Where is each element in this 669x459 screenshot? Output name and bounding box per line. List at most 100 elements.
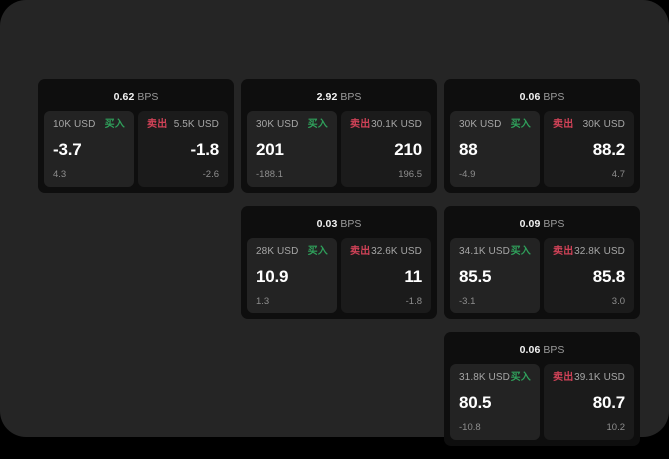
buy-price: 88 <box>459 140 478 159</box>
quote-card[interactable]: 0.09 BPS 34.1K USD 买入 85.5 -3.1 <box>444 205 640 319</box>
sell-action-label: 卖出 <box>553 372 574 383</box>
sell-panel-header: 卖出 32.6K USD <box>350 246 422 258</box>
buy-price: 10.9 <box>256 266 289 286</box>
buy-panel-header: 31.8K USD 买入 <box>459 372 531 384</box>
bps-unit-label: BPS <box>543 344 565 356</box>
buy-delta: 1.3 <box>256 295 270 307</box>
sell-delta: -2.6 <box>202 169 219 180</box>
buy-price: 85.5 <box>459 266 492 286</box>
buy-size-label: 34.1K USD <box>459 245 510 257</box>
bps-unit-label: BPS <box>340 217 362 230</box>
bps-value: 2.92 <box>316 91 338 103</box>
buy-delta: -4.9 <box>459 169 476 180</box>
card-sides: 30K USD 买入 201 -188.1 卖出 30.1K USD 210 <box>247 111 431 187</box>
sell-panel[interactable]: 卖出 39.1K USD 80.7 10.2 <box>544 364 634 440</box>
buy-action-label: 买入 <box>307 245 328 257</box>
buy-action-label: 买入 <box>510 245 531 257</box>
sell-delta: 10.2 <box>606 422 626 433</box>
buy-panel[interactable]: 30K USD 买入 88 -4.9 <box>450 111 540 187</box>
sell-panel-header: 卖出 30.1K USD <box>350 119 422 131</box>
sell-size-label: 5.5K USD <box>173 119 219 130</box>
buy-panel[interactable]: 30K USD 买入 201 -188.1 <box>247 111 337 187</box>
sell-size-label: 30.1K USD <box>371 119 422 130</box>
bps-unit-label: BPS <box>543 217 565 230</box>
buy-panel[interactable]: 31.8K USD 买入 80.5 -10.8 <box>450 364 540 440</box>
quote-card[interactable]: 0.62 BPS 10K USD 买入 -3.7 4.3 <box>38 79 234 193</box>
card-header: 0.03 BPS <box>247 212 431 238</box>
sell-size-label: 30K USD <box>582 119 625 130</box>
sell-size-label: 32.6K USD <box>371 245 422 257</box>
sell-price: 11 <box>404 266 422 286</box>
sell-panel-header: 卖出 30K USD <box>553 119 625 131</box>
sell-panel[interactable]: 卖出 32.8K USD 85.8 3.0 <box>544 237 634 313</box>
buy-price: 80.5 <box>459 393 492 412</box>
card-sides: 10K USD 买入 -3.7 4.3 卖出 5.5K USD -1.8 <box>44 111 228 187</box>
sell-action-label: 卖出 <box>147 119 168 130</box>
buy-delta: 4.3 <box>53 169 67 180</box>
card-sides: 30K USD 买入 88 -4.9 卖出 30K USD 88.2 <box>450 111 634 187</box>
bps-value: 0.03 <box>316 217 338 230</box>
buy-action-label: 买入 <box>510 119 531 130</box>
buy-panel-header: 28K USD 买入 <box>256 246 328 258</box>
buy-size-label: 10K USD <box>53 119 96 130</box>
quote-card[interactable]: 2.92 BPS 30K USD 买入 201 -188.1 <box>241 79 437 193</box>
quotes-column-1: 0.62 BPS 10K USD 买入 -3.7 4.3 <box>38 79 234 206</box>
sell-panel[interactable]: 卖出 30.1K USD 210 196.5 <box>341 111 431 187</box>
sell-delta: 4.7 <box>611 169 625 180</box>
buy-delta: -188.1 <box>256 169 283 180</box>
quote-card[interactable]: 0.06 BPS 31.8K USD 买入 80.5 -10.8 <box>444 332 640 446</box>
card-sides: 28K USD 买入 10.9 1.3 卖出 32.6K USD 11 <box>247 237 431 313</box>
sell-action-label: 卖出 <box>553 245 574 257</box>
card-header: 0.62 BPS <box>44 85 228 111</box>
sell-price: -1.8 <box>190 140 220 159</box>
buy-action-label: 买入 <box>307 119 328 130</box>
sell-panel-header: 卖出 32.8K USD <box>553 246 625 258</box>
buy-size-label: 28K USD <box>256 245 299 257</box>
sell-size-label: 32.8K USD <box>574 245 625 257</box>
sell-size-label: 39.1K USD <box>574 372 625 383</box>
sell-panel-header: 卖出 39.1K USD <box>553 372 625 384</box>
buy-panel-header: 10K USD 买入 <box>53 119 125 131</box>
card-sides: 34.1K USD 买入 85.5 -3.1 卖出 32.8K USD 85. <box>450 237 634 313</box>
card-header: 2.92 BPS <box>247 85 431 111</box>
screen-root: 0.62 BPS 10K USD 买入 -3.7 4.3 <box>0 0 669 446</box>
sell-price: 85.8 <box>592 266 625 286</box>
quote-card[interactable]: 0.03 BPS 28K USD 买入 10.9 1.3 <box>241 205 437 319</box>
sell-price: 88.2 <box>592 140 625 159</box>
sell-price: 210 <box>394 140 422 159</box>
sell-price: 80.7 <box>592 393 625 412</box>
bps-value: 0.06 <box>519 91 541 103</box>
buy-panel-header: 30K USD 买入 <box>256 119 328 131</box>
buy-size-label: 30K USD <box>256 119 299 130</box>
buy-panel[interactable]: 28K USD 买入 10.9 1.3 <box>247 237 337 313</box>
quotes-column-2: 2.92 BPS 30K USD 买入 201 -188.1 <box>241 79 437 332</box>
app-surface: 0.62 BPS 10K USD 买入 -3.7 4.3 <box>0 0 669 446</box>
quote-card[interactable]: 0.06 BPS 30K USD 买入 88 -4.9 <box>444 79 640 193</box>
bps-unit-label: BPS <box>543 91 565 103</box>
bps-unit-label: BPS <box>137 91 159 103</box>
sell-panel[interactable]: 卖出 32.6K USD 11 -1.8 <box>341 237 431 313</box>
buy-delta: -3.1 <box>459 295 476 307</box>
buy-action-label: 买入 <box>104 119 125 130</box>
bps-unit-label: BPS <box>340 91 362 103</box>
sell-panel[interactable]: 卖出 30K USD 88.2 4.7 <box>544 111 634 187</box>
sell-delta: -1.8 <box>405 295 422 307</box>
card-sides: 31.8K USD 买入 80.5 -10.8 卖出 39.1K USD 80 <box>450 364 634 440</box>
sell-delta: 3.0 <box>611 295 625 307</box>
sell-action-label: 卖出 <box>350 119 371 130</box>
buy-panel[interactable]: 10K USD 买入 -3.7 4.3 <box>44 111 134 187</box>
buy-size-label: 31.8K USD <box>459 372 510 383</box>
buy-size-label: 30K USD <box>459 119 502 130</box>
buy-panel[interactable]: 34.1K USD 买入 85.5 -3.1 <box>450 237 540 313</box>
buy-price: -3.7 <box>53 140 82 159</box>
sell-action-label: 卖出 <box>553 119 574 130</box>
card-header: 0.06 BPS <box>450 85 634 111</box>
card-header: 0.09 BPS <box>450 212 634 238</box>
sell-panel[interactable]: 卖出 5.5K USD -1.8 -2.6 <box>138 111 228 187</box>
bps-value: 0.06 <box>519 344 541 356</box>
buy-action-label: 买入 <box>510 372 531 383</box>
quotes-column-3: 0.06 BPS 30K USD 买入 88 -4.9 <box>444 79 640 459</box>
buy-panel-header: 34.1K USD 买入 <box>459 246 531 258</box>
sell-action-label: 卖出 <box>350 245 371 257</box>
sell-panel-header: 卖出 5.5K USD <box>147 119 219 131</box>
